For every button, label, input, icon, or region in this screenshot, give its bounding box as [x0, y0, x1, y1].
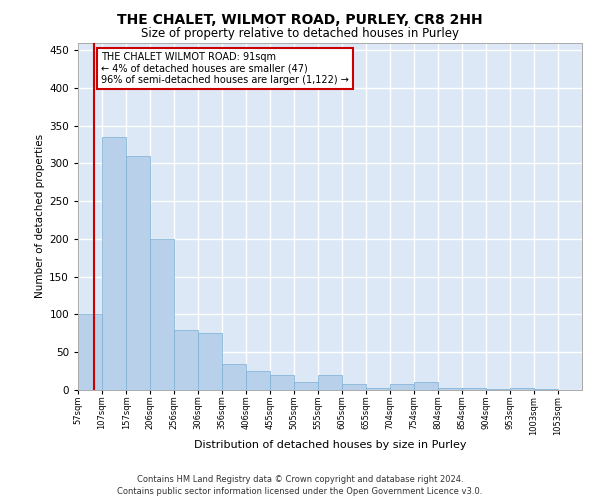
Bar	[318, 375, 342, 390]
Bar	[294, 382, 318, 390]
Bar	[534, 389, 558, 390]
Text: THE CHALET WILMOT ROAD: 91sqm
← 4% of detached houses are smaller (47)
96% of se: THE CHALET WILMOT ROAD: 91sqm ← 4% of de…	[101, 52, 349, 85]
Bar	[102, 137, 126, 390]
Bar	[486, 389, 510, 390]
Text: Size of property relative to detached houses in Purley: Size of property relative to detached ho…	[141, 28, 459, 40]
Bar	[222, 364, 246, 390]
Bar	[246, 371, 270, 390]
Bar	[198, 334, 222, 390]
Bar	[438, 388, 462, 390]
Bar	[390, 384, 414, 390]
Bar	[462, 388, 486, 390]
Y-axis label: Number of detached properties: Number of detached properties	[35, 134, 45, 298]
Bar	[270, 375, 294, 390]
Bar	[150, 239, 174, 390]
Bar	[342, 384, 366, 390]
Bar	[78, 314, 102, 390]
Bar	[126, 156, 150, 390]
Bar	[366, 388, 390, 390]
X-axis label: Distribution of detached houses by size in Purley: Distribution of detached houses by size …	[194, 440, 466, 450]
Text: THE CHALET, WILMOT ROAD, PURLEY, CR8 2HH: THE CHALET, WILMOT ROAD, PURLEY, CR8 2HH	[117, 12, 483, 26]
Bar	[174, 330, 198, 390]
Bar	[414, 382, 438, 390]
Bar	[510, 388, 534, 390]
Text: Contains HM Land Registry data © Crown copyright and database right 2024.
Contai: Contains HM Land Registry data © Crown c…	[118, 474, 482, 496]
